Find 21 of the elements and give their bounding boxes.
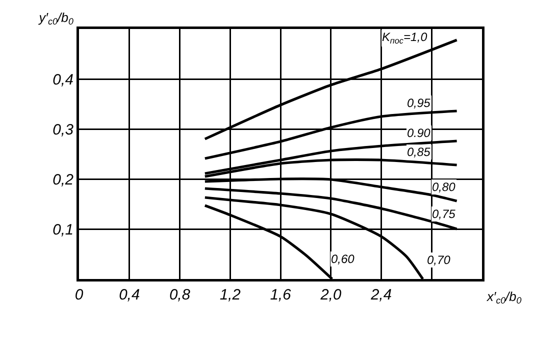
series-label: 0,60 xyxy=(331,252,355,266)
series-label: 0.90 xyxy=(407,126,431,140)
x-axis-title: x′$_{c0}$/b$_{0}$ xyxy=(486,289,522,306)
x-tick-label: 1,2 xyxy=(220,286,242,304)
y-axis-title: y′$_{c0}$/b$_{0}$ xyxy=(38,10,74,27)
y-tick-label: 0,1 xyxy=(52,221,74,238)
series-label: 0,85 xyxy=(407,145,431,159)
x-tick-label: 2,4 xyxy=(370,286,392,304)
x-tick-label: 1,6 xyxy=(270,286,292,304)
series-label: K$_{пос}$=1,0 xyxy=(382,30,428,46)
series-label: 0,95 xyxy=(407,96,431,110)
x-tick-label: 2,0 xyxy=(319,286,342,304)
series-label: 0,75 xyxy=(432,207,456,221)
x-tick-label: 0,8 xyxy=(169,286,191,304)
y-tick-label: 0,4 xyxy=(52,71,74,88)
x-tick-label: 0,4 xyxy=(118,286,140,304)
y-tick-label: 0,2 xyxy=(52,171,74,188)
y-tick-label: 0,3 xyxy=(52,121,74,138)
series-label: 0,70 xyxy=(427,253,451,267)
series-label: 0,80 xyxy=(432,180,456,194)
x-tick-label: 0 xyxy=(74,286,84,304)
